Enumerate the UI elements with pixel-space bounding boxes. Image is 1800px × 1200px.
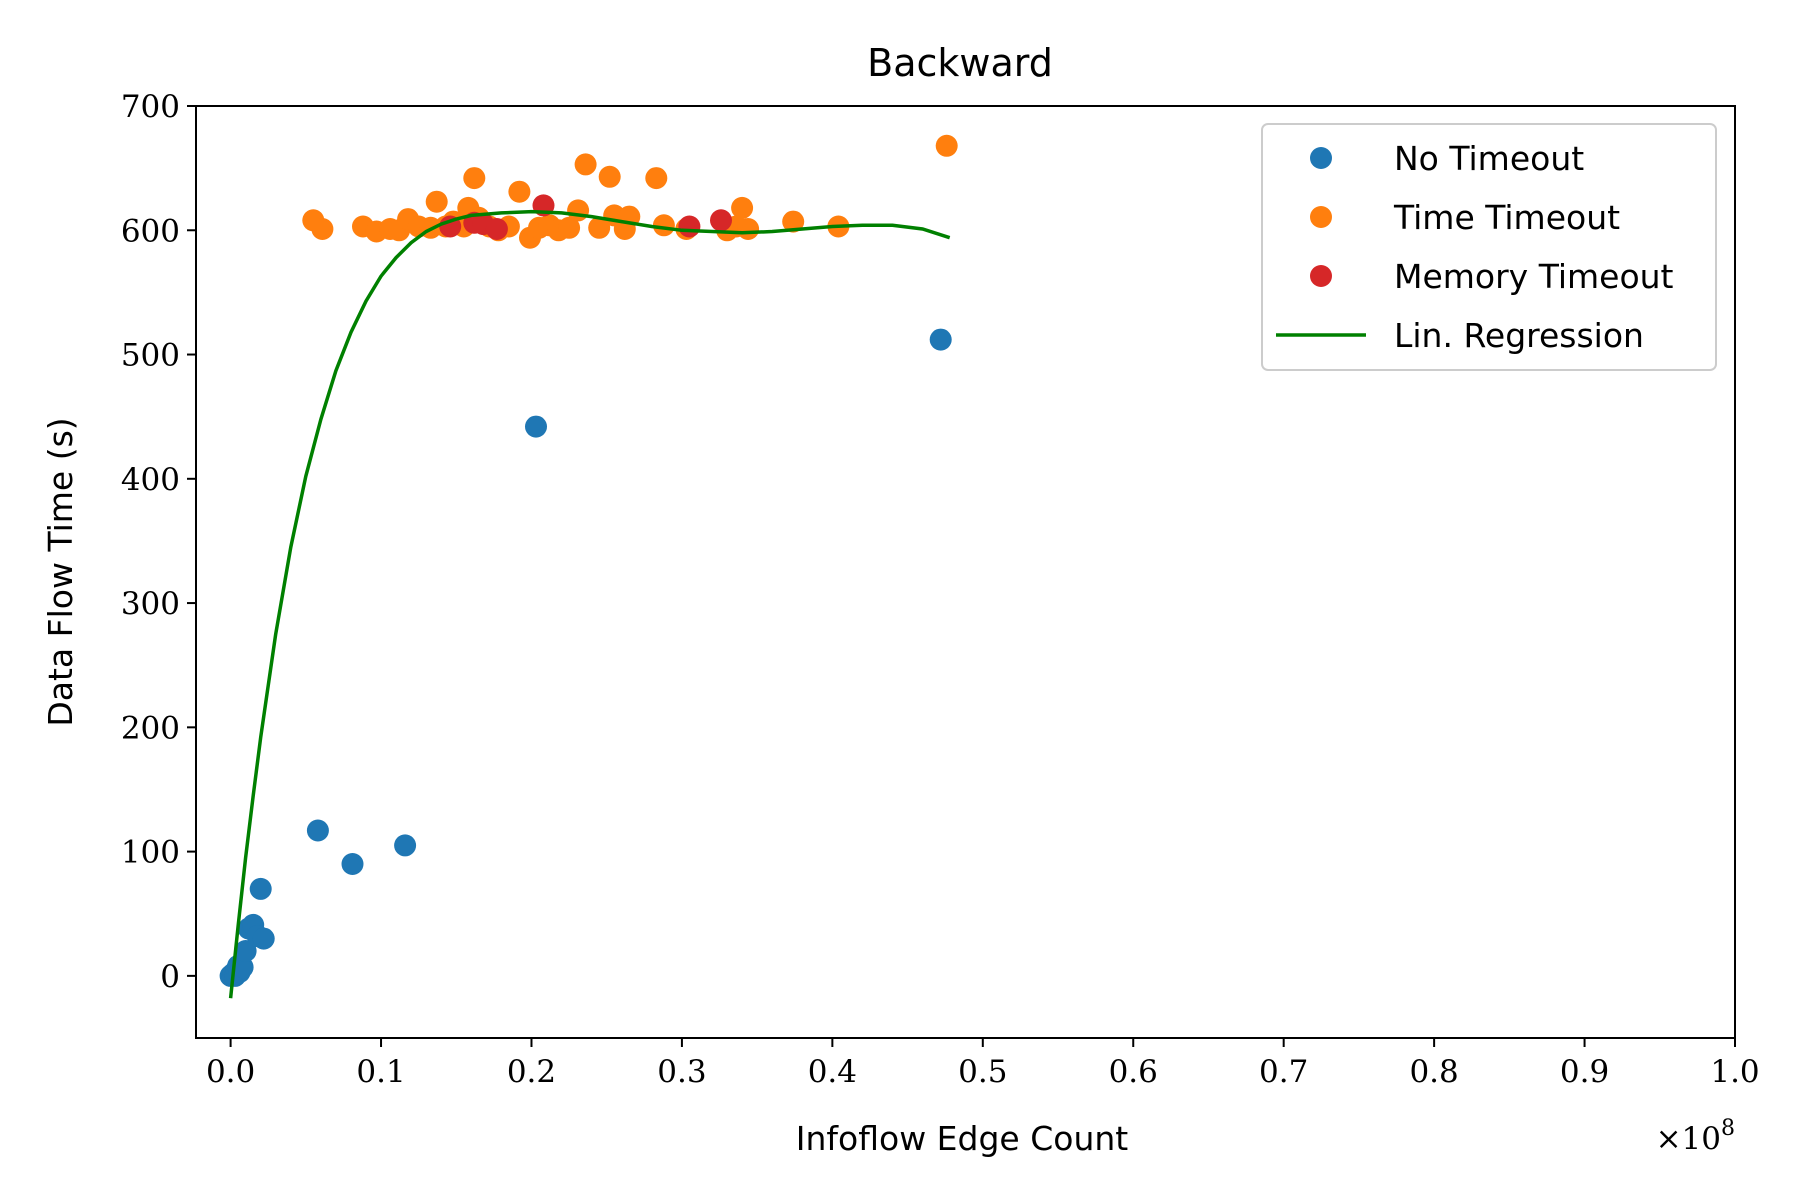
data-point-memory-timeout <box>710 209 732 232</box>
x-tick-label: 0.7 <box>1259 1054 1308 1090</box>
x-tick-label: 0.2 <box>507 1054 556 1090</box>
data-point-no-timeout <box>306 819 329 842</box>
data-point-time-timeout <box>598 165 621 188</box>
series-lin-regression <box>228 209 951 999</box>
data-point-no-timeout <box>341 853 364 875</box>
plot-area: 0.0 0.1 0.2 0.3 0.4 0.5 0.6 0.7 0.8 0.9 1.0 0 100 20… <box>121 89 1760 1090</box>
data-point-time-timeout <box>588 216 611 239</box>
data-point-no-timeout <box>394 834 417 857</box>
data-point-time-timeout <box>731 196 754 219</box>
legend-label-no-timeout: No Timeout <box>1394 139 1584 178</box>
data-point-memory-timeout <box>485 218 508 240</box>
x-tick-label: 0.0 <box>206 1054 255 1090</box>
y-axis-ticks: 0 100 200 300 400 500 600 700 <box>121 89 196 995</box>
data-point-time-timeout <box>425 190 448 213</box>
data-point-no-timeout <box>929 328 952 351</box>
x-tick-label: 0.5 <box>958 1054 1007 1090</box>
chart-title: Backward <box>867 41 1053 85</box>
axes-frame <box>195 105 1736 1039</box>
x-axis-ticks: 0.0 0.1 0.2 0.3 0.4 0.5 0.6 0.7 0.8 0.9 1.0 <box>206 1038 1760 1090</box>
legend-label-memory-timeout: Memory Timeout <box>1394 257 1674 296</box>
legend-swatch-no-timeout <box>1310 147 1332 169</box>
data-point-time-timeout <box>567 199 590 222</box>
legend-label-time-timeout: Time Timeout <box>1393 198 1620 237</box>
data-point-time-timeout <box>508 180 531 203</box>
x-tick-label: 0.1 <box>356 1054 405 1090</box>
legend-swatch-time-timeout <box>1310 206 1332 228</box>
x-tick-label: 0.6 <box>1109 1054 1158 1090</box>
x-axis-label: Infoflow Edge Count <box>796 1119 1129 1158</box>
data-point-time-timeout <box>558 216 581 239</box>
x-tick-label: 0.4 <box>808 1054 857 1090</box>
data-point-no-timeout <box>249 877 272 900</box>
x-axis-multiplier-exponent: 8 <box>1721 1116 1735 1141</box>
regression-line <box>228 209 951 999</box>
legend-frame <box>1261 123 1717 371</box>
data-point-time-timeout <box>737 218 760 240</box>
data-point-no-timeout <box>234 940 257 962</box>
legend: No Timeout Time Timeout Memory Timeout Lin.… <box>1261 123 1717 371</box>
x-tick-label: 0.3 <box>657 1054 706 1090</box>
y-tick-label: 500 <box>121 338 180 374</box>
x-axis-multiplier-base: ×10 <box>1656 1121 1721 1157</box>
y-tick-label: 600 <box>121 213 180 249</box>
data-point-time-timeout <box>782 210 805 233</box>
data-point-time-timeout <box>935 134 958 157</box>
data-point-memory-timeout <box>678 215 701 238</box>
y-tick-label: 100 <box>121 835 180 871</box>
data-point-time-timeout <box>311 218 334 240</box>
data-point-time-timeout <box>645 167 668 190</box>
data-point-time-timeout <box>652 214 675 237</box>
x-axis-multiplier: ×108 <box>1656 1116 1735 1157</box>
data-point-no-timeout <box>252 927 275 950</box>
data-point-time-timeout <box>463 167 486 190</box>
legend-label-lin-regression: Lin. Regression <box>1394 316 1644 355</box>
x-tick-label: 0.9 <box>1560 1054 1609 1090</box>
x-tick-label: 0.8 <box>1409 1054 1458 1090</box>
legend-swatch-memory-timeout <box>1310 265 1332 287</box>
y-tick-label: 300 <box>121 586 180 622</box>
y-tick-label: 400 <box>121 462 180 498</box>
y-tick-label: 700 <box>121 89 180 125</box>
legend-items: No Timeout Time Timeout Memory Timeout Lin.… <box>1276 139 1674 355</box>
series-layer <box>219 134 958 999</box>
y-axis-label: Data Flow Time (s) <box>41 417 80 726</box>
y-tick-label: 200 <box>121 710 180 746</box>
data-point-time-timeout <box>574 153 597 176</box>
y-tick-label: 0 <box>160 959 180 995</box>
x-tick-label: 1.0 <box>1710 1054 1759 1090</box>
data-point-no-timeout <box>525 415 547 438</box>
